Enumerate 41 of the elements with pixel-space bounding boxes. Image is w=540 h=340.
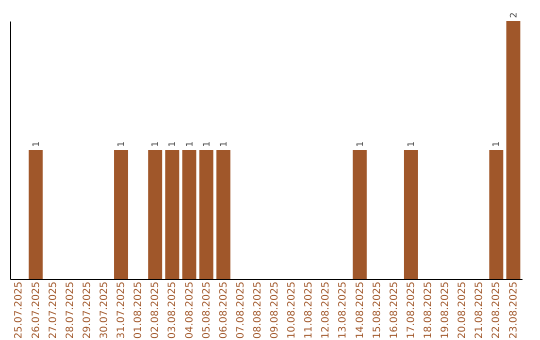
x-tick-label: 05.08.2025 <box>201 282 212 339</box>
data-label: 1 <box>32 141 42 147</box>
x-tick-label: 07.08.2025 <box>235 282 246 339</box>
data-label: 2 <box>509 12 520 18</box>
data-label: 1 <box>492 141 502 147</box>
x-tick-label: 13.08.2025 <box>338 282 349 339</box>
data-label: 1 <box>202 141 212 147</box>
x-tick-label: 06.08.2025 <box>218 282 230 339</box>
x-tick-label: 11.08.2025 <box>304 282 315 339</box>
x-tick-label: 14.08.2025 <box>354 282 366 339</box>
x-tick-label: 21.08.2025 <box>474 282 486 339</box>
data-label: 1 <box>151 141 162 147</box>
data-label: 1 <box>406 141 417 147</box>
x-tick-label: 08.08.2025 <box>252 282 264 339</box>
data-label: 1 <box>185 141 196 147</box>
x-tick-label: 15.08.2025 <box>372 282 383 339</box>
data-label: 1 <box>168 141 178 147</box>
x-tick-label: 26.07.2025 <box>30 282 42 339</box>
x-tick-label: 19.08.2025 <box>440 282 452 339</box>
data-label: 1 <box>219 141 230 147</box>
x-tick-label: 10.08.2025 <box>286 282 298 339</box>
x-tick-label: 03.08.2025 <box>167 282 178 339</box>
x-tick-label: 30.07.2025 <box>98 282 110 339</box>
x-tick-label: 09.08.2025 <box>270 282 281 339</box>
x-tick-label: 17.08.2025 <box>406 282 417 339</box>
x-tick-label: 28.07.2025 <box>64 282 76 339</box>
x-tick-label: 23.08.2025 <box>508 282 520 339</box>
x-tick-label: 16.08.2025 <box>388 282 400 339</box>
x-tick-label: 04.08.2025 <box>184 282 196 339</box>
data-label: 1 <box>117 141 128 147</box>
x-tick-label: 12.08.2025 <box>320 282 332 339</box>
x-tick-label: 18.08.2025 <box>423 282 434 339</box>
x-tick-label: 01.08.2025 <box>133 282 144 339</box>
x-tick-label: 27.07.2025 <box>48 282 59 339</box>
data-label: 1 <box>356 141 366 147</box>
x-tick-label: 22.08.2025 <box>491 282 502 339</box>
x-tick-label: 25.07.2025 <box>14 282 25 339</box>
x-tick-label: 20.08.2025 <box>457 282 468 339</box>
x-tick-label: 31.07.2025 <box>116 282 128 339</box>
x-tick-label: 29.07.2025 <box>82 282 93 339</box>
x-tick-label: 02.08.2025 <box>150 282 162 339</box>
